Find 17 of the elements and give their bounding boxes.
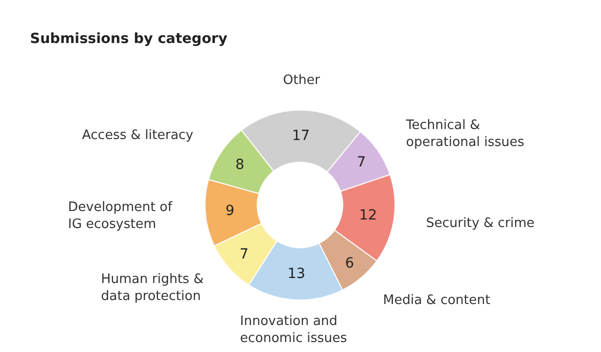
data-label: 6 bbox=[345, 256, 354, 272]
slice-label: Development of IG ecosystem bbox=[68, 200, 173, 232]
slice-label: Technical & operational issues bbox=[405, 118, 525, 150]
data-label: 12 bbox=[359, 207, 377, 224]
chart-title: Submissions by category bbox=[30, 30, 228, 47]
data-label: 17 bbox=[292, 128, 310, 144]
data-label: 9 bbox=[225, 203, 234, 220]
data-label: 7 bbox=[240, 246, 249, 262]
slice-label: Media & content bbox=[383, 293, 490, 308]
slice-label: Security & crime bbox=[426, 216, 535, 231]
slice-label: Human rights & data protection bbox=[101, 272, 204, 304]
slice-label: Access & literacy bbox=[82, 128, 194, 143]
data-label: 8 bbox=[235, 156, 244, 173]
data-label: 7 bbox=[356, 154, 366, 171]
slice-label: Other bbox=[283, 73, 321, 88]
data-label: 13 bbox=[287, 266, 306, 282]
slice-label: Innovation and economic issues bbox=[240, 314, 348, 346]
